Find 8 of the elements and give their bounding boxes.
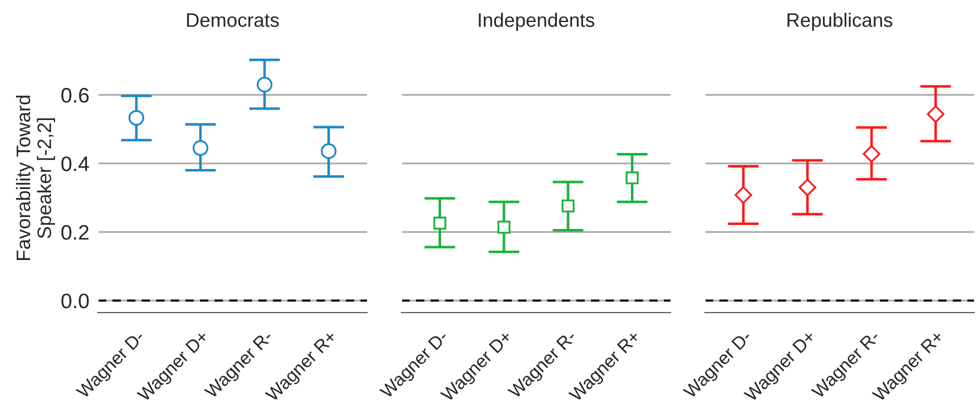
y-tick-label: 0.0 — [61, 294, 89, 308]
chart-title: Democrats — [187, 13, 279, 27]
y-axis-title: Favorability Toward Speaker [-2,2] — [16, 96, 56, 260]
y-tick-label: 0.6 — [61, 88, 89, 103]
chart-title: Independents — [478, 12, 594, 31]
y-tick-label: 0.4 — [61, 156, 89, 172]
chart-title: Republicans — [788, 12, 892, 31]
y-tick-label: 0.2 — [61, 225, 89, 240]
